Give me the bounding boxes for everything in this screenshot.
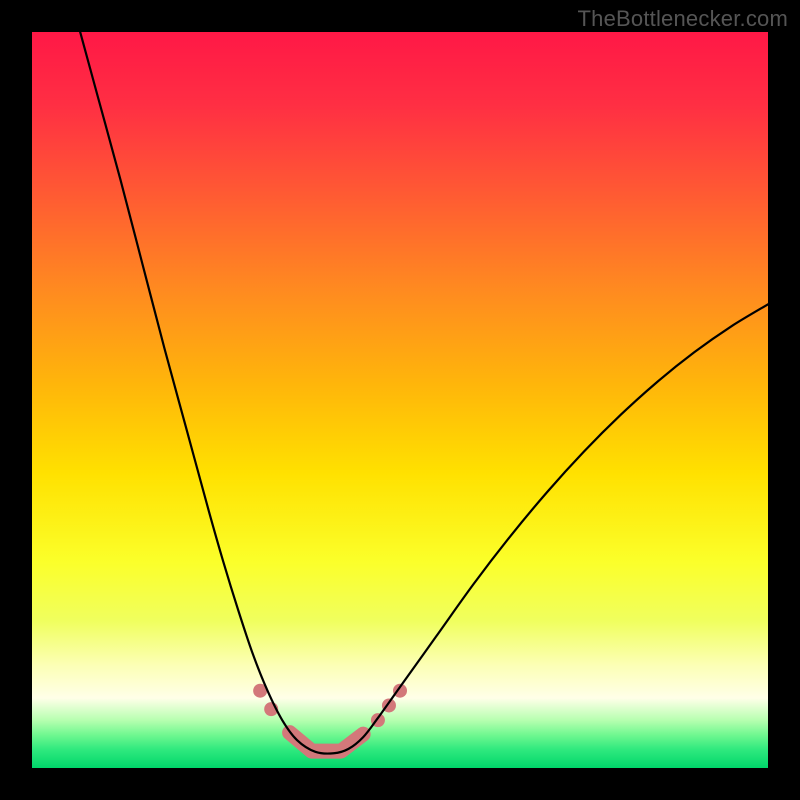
gradient-background xyxy=(32,32,768,768)
watermark-text: TheBottlenecker.com xyxy=(578,6,788,32)
chart-frame: TheBottlenecker.com xyxy=(0,0,800,800)
bottleneck-chart xyxy=(32,32,768,768)
